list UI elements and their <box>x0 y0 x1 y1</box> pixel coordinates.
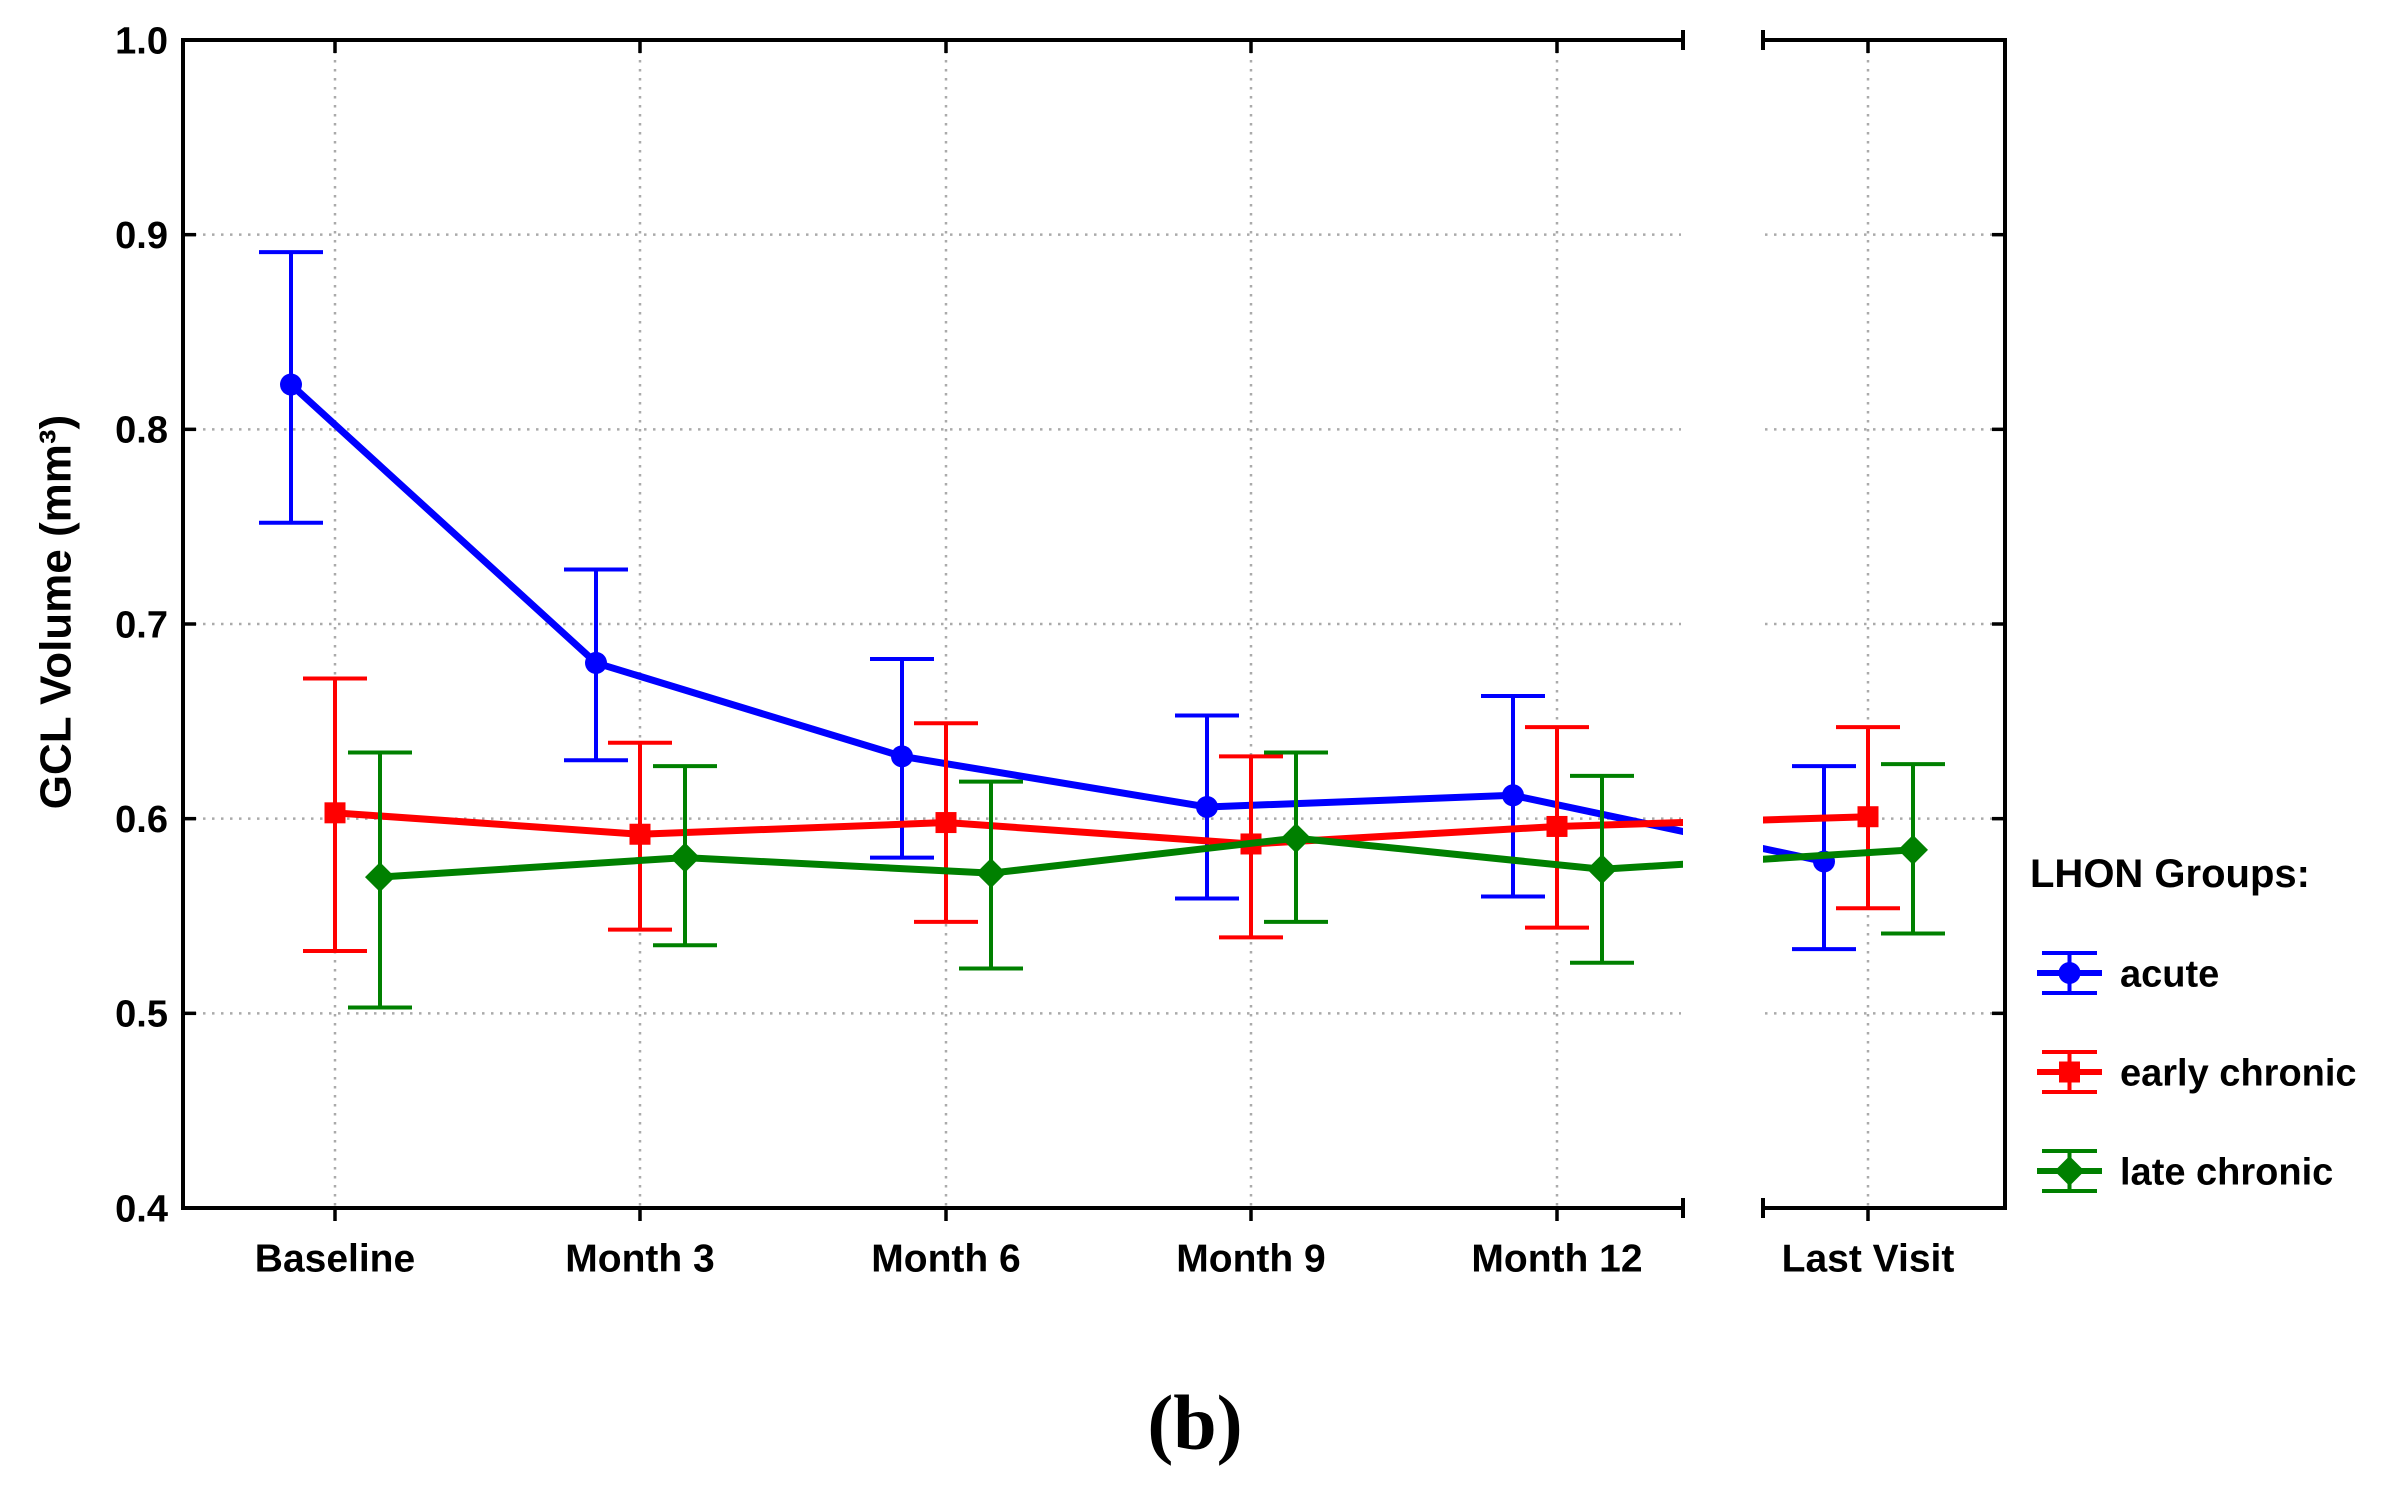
y-tick-label: 0.5 <box>115 994 168 1036</box>
x-tick-label: Month 6 <box>871 1238 1020 1281</box>
y-tick-label: 0.8 <box>115 410 168 452</box>
y-tick-label: 0.9 <box>115 215 168 257</box>
square-marker-5 <box>1857 806 1879 828</box>
series-plot-area <box>259 250 1945 1010</box>
circle-marker-4 <box>1502 784 1524 807</box>
series-line <box>288 381 1825 865</box>
x-tick-label: Last Visit <box>1782 1238 1955 1281</box>
legend-item-label: late chronic <box>2120 1151 2333 1193</box>
series-acute <box>259 250 1856 952</box>
diamond-marker-0 <box>365 862 395 893</box>
figure-caption: (b) <box>1147 1379 1243 1466</box>
y-tick-label: 0.6 <box>115 799 168 841</box>
legend-item-early-chronic: early chronic <box>2037 1050 2357 1094</box>
circle-marker-2 <box>891 745 913 768</box>
circle-marker-3 <box>1196 795 1218 818</box>
circle-marker-1 <box>585 651 607 674</box>
y-tick-label: 0.7 <box>115 604 168 646</box>
legend-item-label: acute <box>2120 953 2219 995</box>
y-axis-title: GCL Volume (mm³) <box>31 415 80 809</box>
square-marker-4 <box>1546 815 1568 837</box>
square-marker-legend <box>2059 1061 2080 1083</box>
legend-items: acute early chronic late chronic <box>2037 951 2357 1193</box>
gridlines <box>185 42 2003 1206</box>
y-tick-label: 0.4 <box>115 1188 168 1230</box>
series-late-chronic <box>348 750 1945 1010</box>
circle-marker-legend <box>2058 962 2081 984</box>
circle-marker-0 <box>280 373 302 396</box>
y-axis-ticks <box>183 232 2005 1016</box>
diamond-marker-4 <box>1587 854 1617 885</box>
legend-item-late-chronic: late chronic <box>2037 1149 2333 1193</box>
legend: LHON Groups: acute early chronic late chro… <box>2030 852 2357 1193</box>
diamond-marker-2 <box>976 858 1006 889</box>
x-tick-label: Month 9 <box>1176 1238 1325 1281</box>
square-marker-0 <box>324 802 346 824</box>
diamond-marker-5 <box>1898 834 1928 865</box>
square-marker-1 <box>629 823 651 845</box>
diamond-marker-legend <box>2054 1156 2085 1186</box>
x-tick-label: Month 12 <box>1471 1238 1642 1281</box>
y-tick-labels: 1.0 0.9 0.8 0.7 0.6 0.5 0.4 <box>115 20 168 1230</box>
series-line <box>379 834 1914 881</box>
x-axis-ticks <box>333 40 1870 1221</box>
x-tick-label: Baseline <box>255 1238 415 1281</box>
series-line <box>334 809 1869 848</box>
legend-title: LHON Groups: <box>2030 852 2310 896</box>
legend-item-acute: acute <box>2037 951 2219 995</box>
series-early-chronic <box>303 676 1900 954</box>
legend-item-label: early chronic <box>2120 1052 2357 1094</box>
x-tick-labels: Baseline Month 3 Month 6 Month 9 Month 12 Las… <box>255 1238 1955 1281</box>
square-marker-2 <box>935 812 957 834</box>
diamond-marker-1 <box>670 842 700 873</box>
y-tick-label: 1.0 <box>115 20 168 62</box>
diamond-marker-3 <box>1281 823 1311 854</box>
x-tick-label: Month 3 <box>565 1238 714 1281</box>
